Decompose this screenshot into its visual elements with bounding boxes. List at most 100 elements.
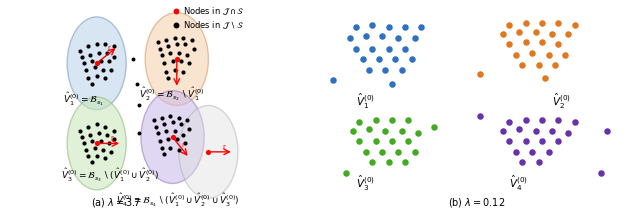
Ellipse shape — [67, 17, 126, 110]
Point — [504, 140, 515, 143]
Point — [537, 22, 547, 25]
Point — [85, 53, 95, 57]
Point — [341, 171, 351, 175]
Point — [328, 78, 339, 82]
Point — [511, 150, 521, 154]
Point — [161, 38, 172, 42]
Point — [159, 123, 169, 126]
Point — [108, 137, 118, 141]
Point — [367, 24, 378, 27]
Point — [153, 131, 163, 135]
Point — [93, 131, 104, 135]
Point — [387, 83, 397, 86]
Point — [361, 34, 371, 38]
Point — [77, 135, 87, 139]
Point — [543, 53, 554, 57]
Point — [504, 121, 515, 124]
Point — [534, 161, 544, 164]
Point — [87, 83, 97, 86]
Point — [170, 129, 180, 133]
Point — [87, 59, 97, 63]
Point — [159, 152, 169, 156]
Point — [104, 142, 115, 145]
Text: r: r — [181, 142, 184, 148]
Text: $\hat{V}_2^{(0)} = \mathcal{B}_{s_2} \setminus \hat{V}_1^{(0)}$: $\hat{V}_2^{(0)} = \mathcal{B}_{s_2} \se… — [139, 86, 204, 103]
Point — [531, 30, 541, 34]
Point — [498, 32, 508, 36]
Text: $\hat{V}_2^{(0)}$: $\hat{V}_2^{(0)}$ — [552, 92, 571, 111]
Point — [361, 150, 371, 154]
Point — [416, 26, 426, 29]
Point — [413, 131, 423, 135]
Point — [537, 140, 547, 143]
Point — [159, 61, 169, 65]
Point — [155, 47, 165, 50]
Point — [165, 114, 175, 118]
Point — [106, 150, 116, 154]
Point — [186, 24, 196, 27]
Point — [92, 142, 102, 145]
Point — [127, 57, 138, 61]
Point — [400, 47, 410, 50]
Point — [178, 133, 188, 137]
Point — [102, 51, 113, 55]
Point — [553, 22, 564, 25]
Point — [357, 57, 367, 61]
Point — [475, 72, 485, 75]
Point — [570, 121, 580, 124]
Point — [180, 43, 190, 46]
Point — [403, 119, 413, 122]
Text: r: r — [108, 45, 111, 51]
Point — [100, 43, 110, 46]
Point — [348, 129, 358, 133]
Point — [108, 129, 118, 133]
Point — [90, 66, 100, 69]
Ellipse shape — [145, 13, 209, 105]
Point — [83, 45, 93, 48]
Point — [387, 140, 397, 143]
Point — [351, 26, 361, 29]
Point — [79, 142, 89, 145]
Point — [75, 49, 85, 52]
Point — [397, 68, 407, 71]
Point — [150, 125, 161, 128]
Point — [172, 57, 182, 61]
Ellipse shape — [141, 91, 204, 183]
Point — [429, 125, 440, 128]
Point — [602, 129, 612, 133]
Point — [364, 127, 374, 130]
Point — [96, 59, 106, 63]
Point — [364, 68, 374, 71]
Point — [410, 150, 420, 154]
Point — [540, 76, 550, 80]
Point — [397, 129, 407, 133]
Point — [182, 53, 193, 57]
Point — [161, 129, 172, 133]
Point — [170, 68, 180, 71]
Point — [157, 116, 167, 120]
Point — [81, 148, 92, 152]
Point — [534, 64, 544, 67]
Point — [172, 43, 182, 46]
Point — [186, 38, 196, 42]
Point — [387, 119, 397, 122]
Point — [394, 36, 404, 40]
Point — [153, 40, 163, 44]
Point — [100, 125, 110, 128]
Point — [104, 59, 115, 63]
Point — [134, 104, 144, 107]
Point — [394, 150, 404, 154]
Text: r: r — [222, 144, 225, 150]
Point — [92, 123, 102, 126]
Point — [537, 40, 547, 44]
Point — [537, 119, 547, 122]
Point — [90, 146, 100, 149]
Point — [93, 51, 104, 55]
Point — [163, 137, 173, 141]
Point — [514, 127, 524, 130]
Point — [161, 70, 172, 73]
Point — [344, 36, 355, 40]
Point — [172, 137, 182, 141]
Point — [83, 125, 93, 128]
Point — [180, 142, 190, 145]
